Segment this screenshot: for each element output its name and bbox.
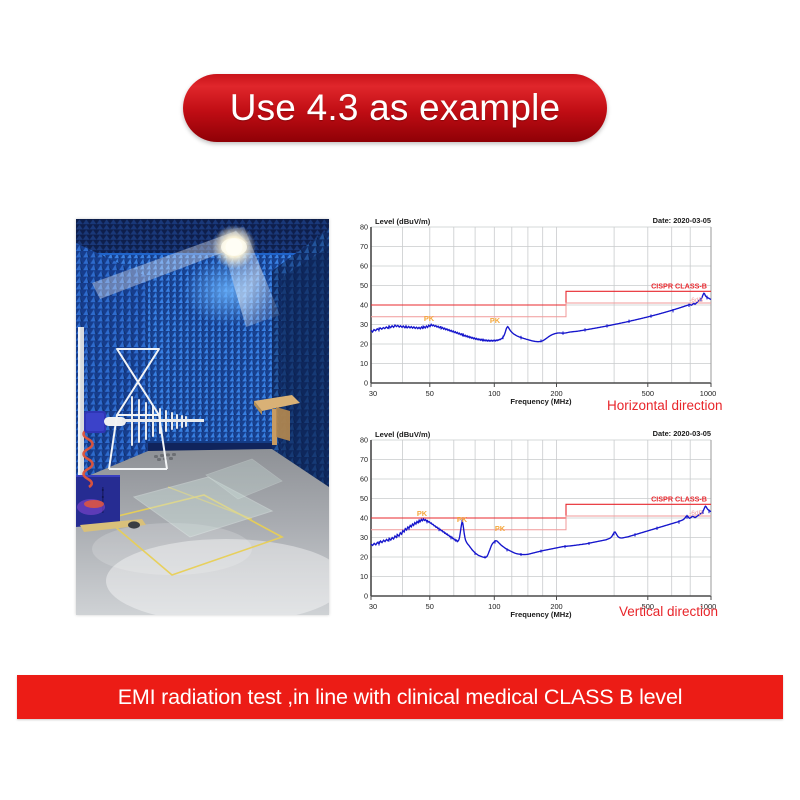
svg-text:80: 80 <box>360 223 368 232</box>
direction-label-vertical: Vertical direction <box>619 604 719 619</box>
svg-text:50: 50 <box>360 281 368 290</box>
footer-banner-text: EMI radiation test ,in line with clinica… <box>117 684 683 709</box>
svg-text:200: 200 <box>550 602 562 611</box>
svg-text:40: 40 <box>360 301 368 310</box>
margin-6db-line <box>371 515 711 531</box>
svg-text:30: 30 <box>360 320 368 329</box>
margin-label: -6dB <box>689 510 704 517</box>
svg-text:10: 10 <box>360 572 368 581</box>
margin-label: -6dB <box>689 297 704 304</box>
emission-trace-horizontal <box>370 292 712 343</box>
footer-banner: EMI radiation test ,in line with clinica… <box>17 675 783 719</box>
svg-text:200: 200 <box>550 389 562 398</box>
svg-text:20: 20 <box>360 553 368 562</box>
svg-text:20: 20 <box>360 340 368 349</box>
svg-text:40: 40 <box>360 514 368 523</box>
anechoic-chamber-photo <box>76 219 329 615</box>
peak-marker: PK <box>490 316 501 325</box>
y-axis-label: Level (dBuV/m) <box>375 217 431 226</box>
date-label: Date: 2020-03-05 <box>653 429 711 438</box>
cispr-limit-line <box>371 290 711 306</box>
svg-text:70: 70 <box>360 242 368 251</box>
svg-text:60: 60 <box>360 475 368 484</box>
svg-text:0: 0 <box>364 379 368 388</box>
svg-text:500: 500 <box>642 602 654 611</box>
svg-text:0: 0 <box>364 592 368 601</box>
plot-area-horizontal <box>370 226 712 387</box>
svg-text:70: 70 <box>360 455 368 464</box>
cispr-limit-line <box>371 503 711 519</box>
svg-text:50: 50 <box>426 602 434 611</box>
svg-text:80: 80 <box>360 436 368 445</box>
headline-banner: Use 4.3 as example <box>183 74 607 142</box>
limit-label: CISPR CLASS-B <box>651 282 707 291</box>
direction-label-horizontal: Horizontal direction <box>607 398 723 413</box>
svg-text:30: 30 <box>360 533 368 542</box>
date-label: Date: 2020-03-05 <box>653 216 711 225</box>
svg-text:30: 30 <box>369 602 377 611</box>
svg-text:60: 60 <box>360 262 368 271</box>
x-axis-label: Frequency (MHz) <box>510 397 572 406</box>
svg-text:1000: 1000 <box>700 602 716 611</box>
emi-chart-vertical: 80 70 60 50 40 30 20 10 0 30 50 100 200 … <box>345 418 725 626</box>
svg-text:500: 500 <box>642 389 654 398</box>
emi-chart-horizontal: 80 70 60 50 40 30 20 10 0 30 50 100 200 … <box>345 205 725 410</box>
plot-area-vertical <box>370 439 712 600</box>
emission-trace-vertical <box>370 505 712 559</box>
headline-text: Use 4.3 as example <box>229 87 561 128</box>
svg-text:1000: 1000 <box>700 389 716 398</box>
peak-marker: PK <box>495 524 506 533</box>
svg-text:50: 50 <box>426 389 434 398</box>
svg-text:30: 30 <box>369 389 377 398</box>
margin-6db-line <box>371 302 711 318</box>
svg-text:10: 10 <box>360 359 368 368</box>
peak-marker: PK <box>424 314 435 323</box>
x-axis-label: Frequency (MHz) <box>510 610 572 619</box>
peak-marker: PK <box>417 509 428 518</box>
limit-label: CISPR CLASS-B <box>651 495 707 504</box>
peak-marker: PK <box>457 515 468 524</box>
svg-text:100: 100 <box>488 389 500 398</box>
svg-text:100: 100 <box>488 602 500 611</box>
svg-text:50: 50 <box>360 494 368 503</box>
y-axis-label: Level (dBuV/m) <box>375 430 431 439</box>
